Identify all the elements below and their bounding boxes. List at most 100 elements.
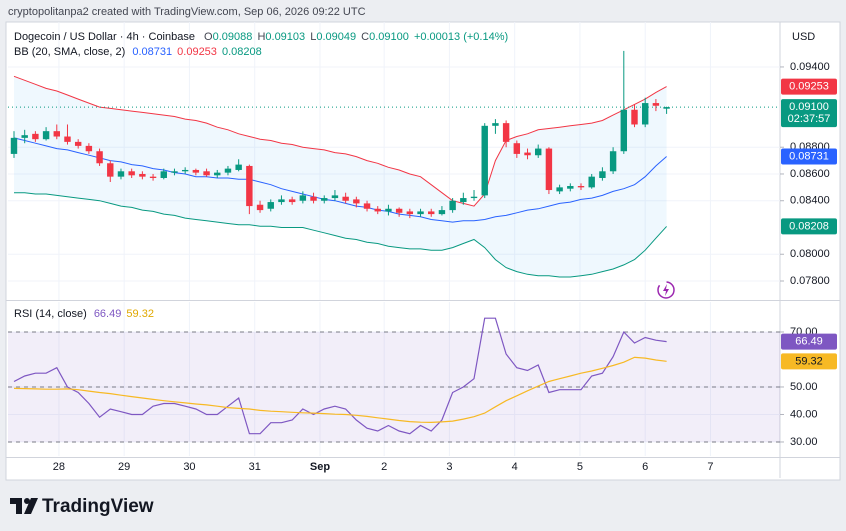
candle-body xyxy=(96,151,103,164)
candle-body xyxy=(149,176,157,178)
main-plot xyxy=(8,22,780,300)
y-tick-label: 0.08600 xyxy=(790,168,830,180)
chart-frame xyxy=(5,21,841,481)
candle-body xyxy=(224,168,232,173)
ohlc-letter: H xyxy=(257,31,265,43)
candle-body xyxy=(631,109,638,125)
candle-body xyxy=(609,151,617,172)
ohlc-value: 0.09100 xyxy=(369,31,409,43)
brand: TradingView xyxy=(42,496,154,517)
brand-icon xyxy=(10,498,38,514)
badge-lower: 0.08208 xyxy=(789,220,829,232)
candle-body xyxy=(502,123,510,142)
candle-body xyxy=(214,172,221,176)
logo-icon xyxy=(657,281,675,299)
candle-body xyxy=(481,125,488,196)
legend-bb: BB (20, SMA, close, 2) 0.08731 0.09253 0… xyxy=(14,46,262,58)
band-line xyxy=(13,75,667,207)
candle-body xyxy=(21,135,28,138)
candle-body xyxy=(663,107,670,109)
ohlc-value: 0.09088 xyxy=(213,31,253,43)
candle-body xyxy=(513,143,521,154)
badge-basis-bg xyxy=(781,148,837,165)
candle-body xyxy=(470,196,478,199)
candle-body xyxy=(321,198,328,201)
candle-body xyxy=(438,210,446,215)
y-tick-label: 0.08400 xyxy=(790,195,830,207)
indicator-value: 0.08208 xyxy=(222,46,262,58)
symbol-title: Dogecoin / US Dollar · 4h · Coinbase xyxy=(14,31,195,43)
change: +0.00013 (+0.14%) xyxy=(414,31,508,43)
candle-body xyxy=(256,204,264,211)
candle-body xyxy=(160,171,167,178)
rsi-plot xyxy=(8,302,780,456)
badge-close: 0.09100 xyxy=(789,101,829,113)
candle-body xyxy=(567,186,574,189)
badge-rsi-bg xyxy=(781,353,837,370)
badge-rsi-bg xyxy=(781,333,837,350)
candle-body xyxy=(588,176,595,188)
candle-body xyxy=(107,163,114,177)
x-tick-label: 30 xyxy=(183,461,195,473)
y-tick-label: 0.08000 xyxy=(790,248,830,260)
band-line xyxy=(14,192,667,278)
ohlc-value: 0.09103 xyxy=(265,31,305,43)
candle-body xyxy=(278,199,285,203)
ohlc-letter: O xyxy=(204,31,213,43)
x-tick-label: 29 xyxy=(118,461,130,473)
candle-body xyxy=(74,141,82,146)
y-tick-label: 40.00 xyxy=(790,408,818,420)
candle-body xyxy=(64,136,71,142)
x-tick-label: 31 xyxy=(249,461,261,473)
indicator-title: BB (20, SMA, close, 2) xyxy=(14,46,125,58)
candle-body xyxy=(417,211,424,215)
candle-body xyxy=(331,195,339,199)
legend-main: Dogecoin / US Dollar · 4h · Coinbase O0.… xyxy=(14,31,508,43)
candle-body xyxy=(353,199,360,204)
candle-body xyxy=(449,200,456,211)
candle-body xyxy=(288,199,296,203)
line xyxy=(13,317,667,435)
candle-body xyxy=(42,131,50,140)
x-tick-label: 5 xyxy=(577,461,583,473)
y-tick-label: 0.09400 xyxy=(790,61,830,73)
candle-body xyxy=(652,103,660,106)
x-tick-label: 28 xyxy=(53,461,65,473)
candle-body xyxy=(310,196,317,201)
candle-body xyxy=(535,148,542,156)
y-tick-label: 0.07800 xyxy=(790,275,830,287)
candle-body xyxy=(577,186,585,188)
line xyxy=(13,356,667,424)
candle-body xyxy=(267,202,274,209)
currency: USD xyxy=(792,31,815,43)
badge-rsi: 66.49 xyxy=(795,336,823,348)
candle-body xyxy=(192,169,200,173)
badge-close-extra: 02:37:57 xyxy=(788,113,831,125)
candle-body xyxy=(556,187,563,192)
x-tick-label: 3 xyxy=(446,461,452,473)
candle-body xyxy=(181,169,189,172)
candle-body xyxy=(85,145,93,152)
x-tick-label: 4 xyxy=(512,461,518,473)
candle-body xyxy=(641,103,649,125)
y-tick-label: 30.00 xyxy=(790,436,818,448)
plot-layer: 28 29 30 31 Sep 2 3 4 5 6 70.094000.088000.086000.… xyxy=(8,22,837,473)
candle-body xyxy=(524,152,531,156)
candle-body xyxy=(428,211,435,215)
ohlc-letter: L xyxy=(310,31,316,43)
badge-close-bg xyxy=(781,99,837,128)
candle-body xyxy=(53,131,60,137)
badge-lower-bg xyxy=(781,218,837,235)
y-tick-label: 50.00 xyxy=(790,381,818,393)
candle-body xyxy=(363,203,371,209)
candle-body xyxy=(10,137,18,154)
candle-body xyxy=(342,196,349,201)
candle-body xyxy=(128,171,135,176)
candle-body xyxy=(374,208,381,212)
header: cryptopolitanpa2 created with TradingVie… xyxy=(8,6,366,18)
candle-body xyxy=(406,211,414,215)
candle-body xyxy=(139,173,146,177)
band-line xyxy=(13,137,667,223)
candle-body xyxy=(235,164,242,170)
candle-body xyxy=(299,195,307,201)
